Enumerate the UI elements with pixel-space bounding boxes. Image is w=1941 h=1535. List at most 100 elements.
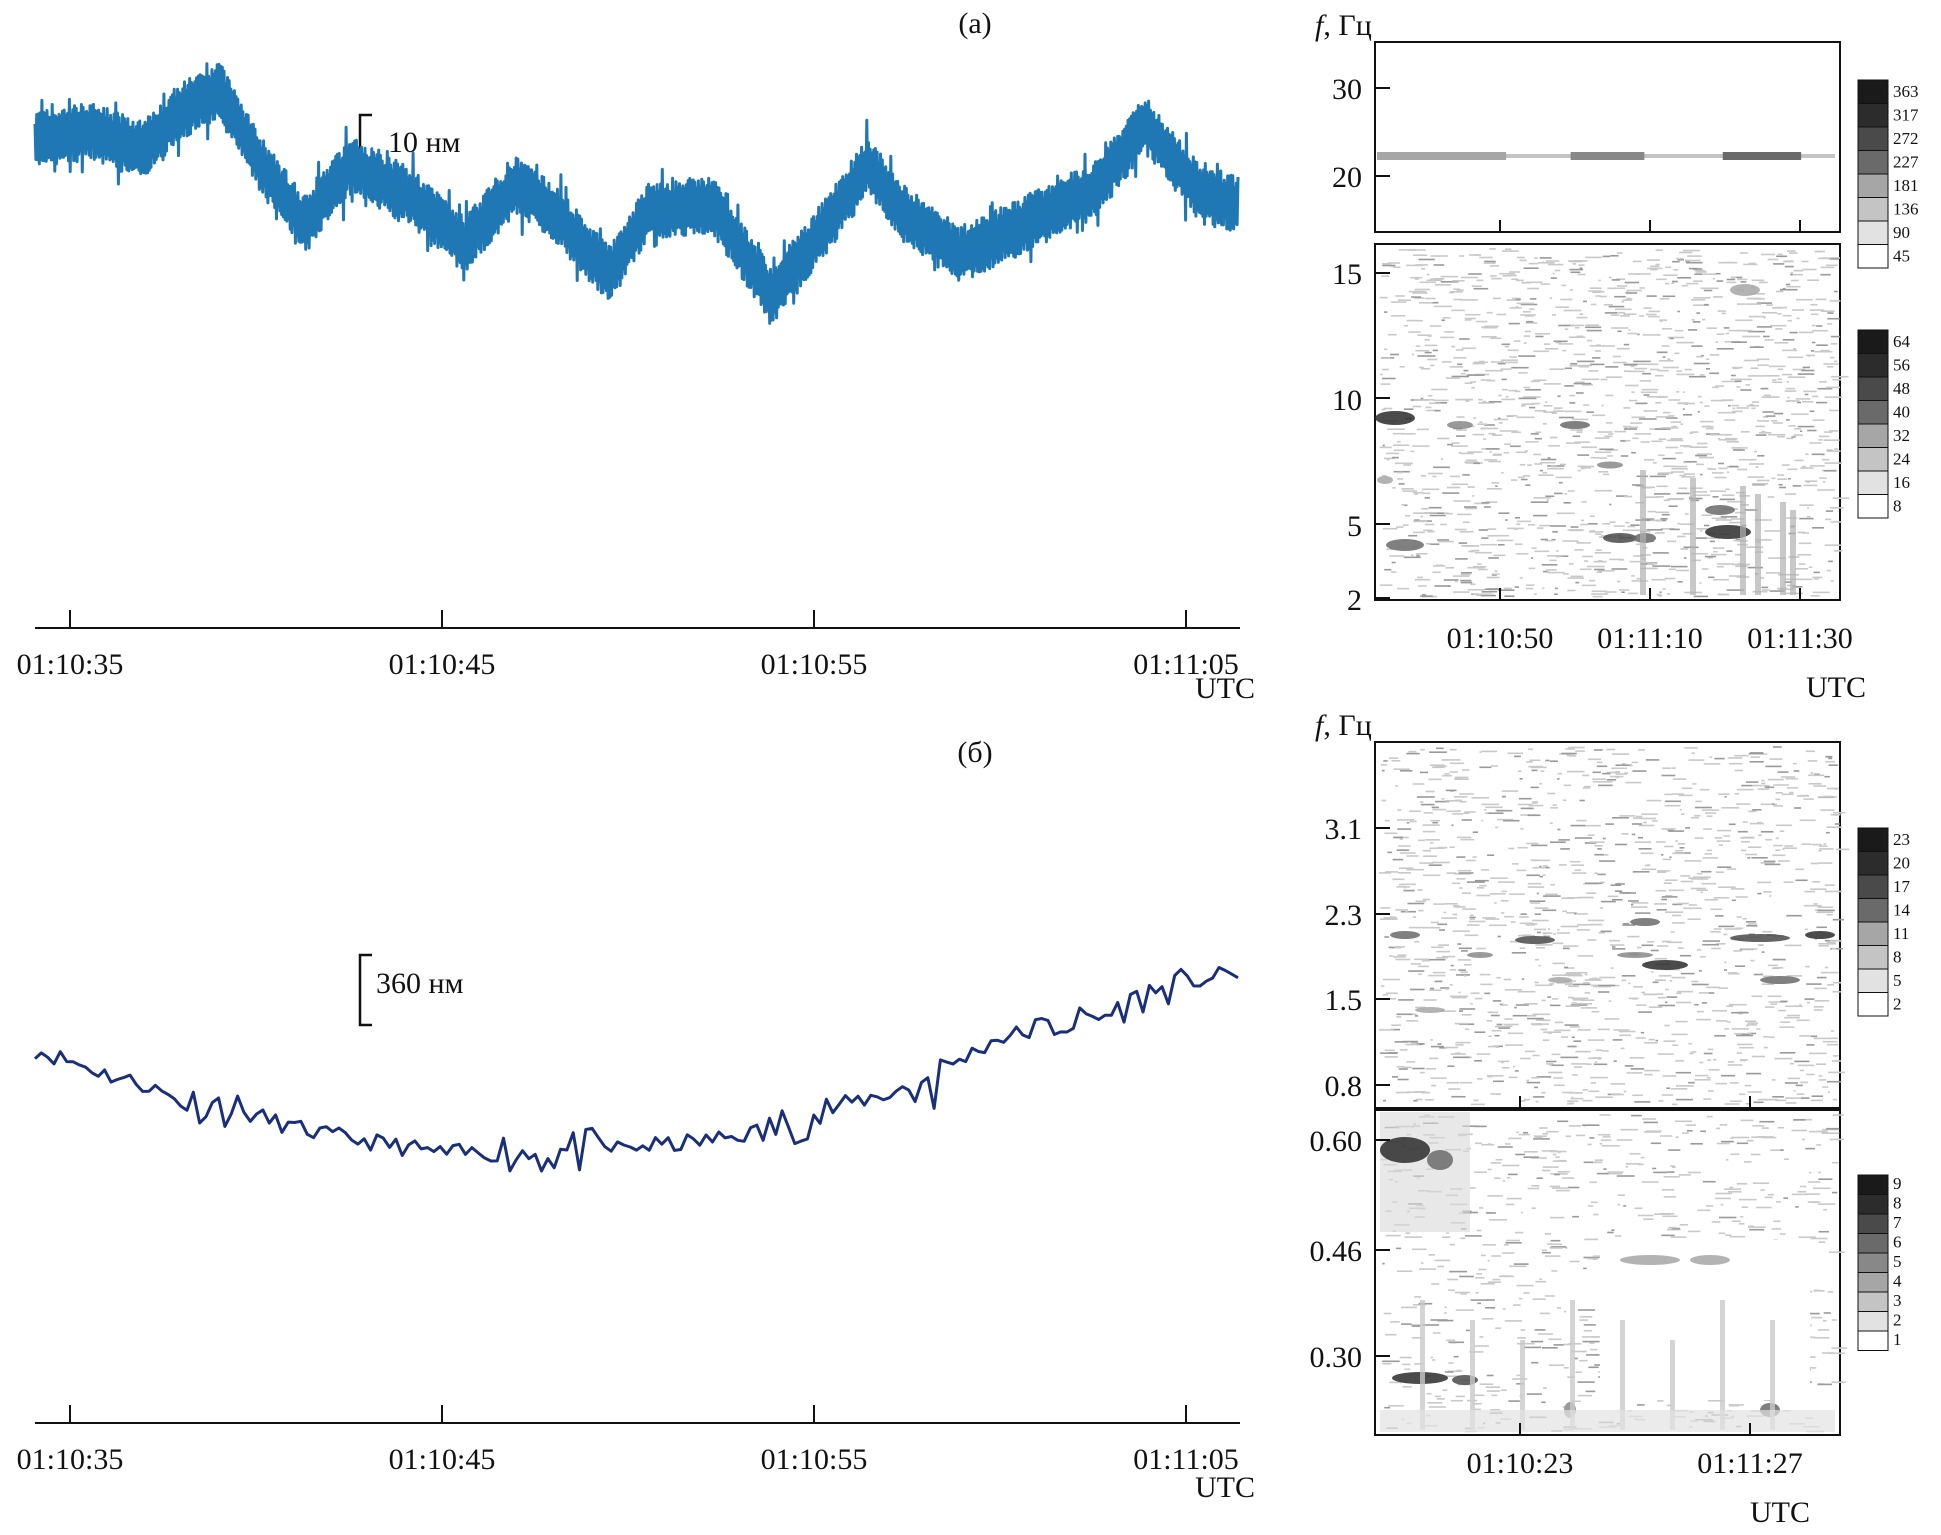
- spec-b-upper-speckle: [1531, 923, 1538, 925]
- spec-a-lower-speckle: [1531, 557, 1534, 559]
- spec-a-lower-speckle: [1655, 428, 1671, 430]
- spec-a-lower-speckle: [1674, 329, 1684, 332]
- spec-b-lower-speckle: [1486, 1374, 1494, 1377]
- spec-b-lower-speckle: [1813, 1289, 1821, 1292]
- spec-a-lower-speckle: [1694, 269, 1706, 272]
- spec-b-lower-speckle: [1448, 1341, 1465, 1344]
- spec-b-upper-speckle: [1422, 830, 1436, 833]
- spec-a-lower-speckle: [1656, 278, 1667, 281]
- spec-b-upper-speckle: [1534, 907, 1549, 909]
- spec-b-lower-speckle: [1728, 1404, 1740, 1407]
- spec-b-lower-hotspot: [1620, 1255, 1680, 1265]
- spec-b-upper-speckle: [1714, 1035, 1726, 1037]
- spec-a-lower-speckle: [1737, 278, 1748, 281]
- spec-b-upper-speckle: [1406, 1091, 1424, 1093]
- spec-b-upper-speckle: [1417, 889, 1423, 891]
- spec-a-lower-speckle: [1485, 369, 1503, 372]
- spec-a-lower-speckle: [1709, 540, 1715, 543]
- spec-b-upper-speckle: [1799, 819, 1816, 822]
- panel-label-b: (б): [957, 736, 992, 769]
- spec-a-lower-column: [1690, 478, 1696, 595]
- spec-a-lower-speckle: [1662, 457, 1676, 460]
- spec-b-upper-speckle: [1431, 806, 1439, 809]
- spec-a-lower-speckle: [1473, 287, 1489, 290]
- spec-a-lower-speckle: [1749, 463, 1765, 465]
- spec-b-upper-speckle: [1742, 821, 1748, 823]
- spec-b-upper-speckle: [1455, 776, 1463, 779]
- spec-b-upper-speckle: [1396, 886, 1411, 888]
- spec-a-lower-speckle: [1765, 572, 1781, 574]
- spec-b-upper-speckle: [1526, 842, 1539, 845]
- spec-b-lower-speckle: [1506, 1239, 1520, 1242]
- spec-a-lower-speckle: [1684, 513, 1689, 515]
- spec-b-upper-speckle: [1452, 882, 1461, 885]
- spec-a-lower-speckle: [1592, 357, 1601, 359]
- spec-a-lower-speckle: [1659, 298, 1670, 300]
- spec-a-lower-speckle: [1552, 314, 1556, 316]
- spec-a-lower-speckle: [1580, 364, 1593, 367]
- spec-b-upper-speckle: [1681, 813, 1685, 815]
- y-tick-label-sb-up-1: 2.3: [1325, 899, 1363, 932]
- spec-b-upper-speckle: [1761, 779, 1765, 782]
- spec-a-lower-speckle: [1433, 264, 1445, 266]
- spec-b-upper-speckle: [1816, 926, 1827, 929]
- colorbar-a-upper-swatch: [1857, 220, 1889, 245]
- spec-b-upper-speckle: [1498, 881, 1515, 883]
- spec-a-lower-speckle: [1428, 402, 1441, 405]
- spec-a-lower-speckle: [1701, 318, 1706, 321]
- spec-b-upper-speckle: [1571, 1002, 1577, 1004]
- spec-a-lower-speckle: [1791, 279, 1799, 282]
- colorbar-a-lower-swatch: [1857, 400, 1889, 425]
- spec-b-lower-speckle: [1487, 1281, 1502, 1283]
- spec-b-lower-speckle: [1587, 1143, 1592, 1146]
- spec-b-lower-speckle: [1597, 1133, 1611, 1136]
- spec-b-upper-speckle: [1499, 1003, 1504, 1006]
- spec-b-upper-speckle: [1458, 959, 1471, 961]
- spec-a-lower-speckle: [1447, 443, 1453, 446]
- spec-a-lower-speckle: [1748, 262, 1756, 265]
- spec-b-lower-speckle: [1432, 1332, 1441, 1334]
- spec-b-upper-speckle: [1631, 833, 1636, 836]
- spec-a-lower-speckle: [1655, 511, 1670, 514]
- spec-b-upper-speckle: [1700, 956, 1706, 958]
- spec-a-lower-speckle: [1631, 391, 1635, 393]
- spec-b-upper-speckle: [1658, 1004, 1675, 1007]
- spec-b-lower-speckle: [1578, 1394, 1593, 1397]
- spec-a-lower-speckle: [1488, 432, 1496, 435]
- spec-b-upper-speckle: [1775, 798, 1781, 801]
- spec-b-upper-speckle: [1656, 909, 1667, 911]
- colorbar-b-lower-swatch: [1857, 1311, 1889, 1332]
- spec-b-upper-speckle: [1818, 945, 1829, 947]
- spec-b-upper-speckle: [1430, 1077, 1447, 1079]
- spec-a-lower-speckle: [1786, 285, 1801, 288]
- spec-b-upper-speckle: [1631, 906, 1648, 908]
- y-tick-label-sa-lo-2: 5: [1347, 510, 1362, 543]
- spec-a-lower-speckle: [1455, 349, 1464, 351]
- spec-b-lower-floor: [1380, 1410, 1835, 1432]
- spec-b-lower-speckle: [1595, 1159, 1603, 1161]
- spec-b-upper-speckle: [1452, 905, 1460, 907]
- spec-b-upper-speckle: [1412, 783, 1425, 785]
- spec-b-lower-speckle: [1589, 1181, 1597, 1184]
- spec-a-lower-speckle: [1440, 281, 1459, 283]
- spec-b-lower-speckle: [1675, 1136, 1679, 1138]
- spec-b-upper-speckle: [1752, 784, 1762, 787]
- spec-b-lower-speckle: [1822, 1128, 1839, 1131]
- spec-b-upper-speckle: [1387, 851, 1392, 854]
- spec-a-lower-speckle: [1529, 406, 1536, 409]
- spec-b-upper-speckle: [1706, 849, 1713, 852]
- spec-a-lower-speckle: [1477, 423, 1488, 425]
- spec-a-lower-speckle: [1617, 330, 1622, 333]
- spec-b-upper-speckle: [1699, 788, 1710, 791]
- spec-b-upper-speckle: [1562, 910, 1567, 913]
- spec-b-lower-speckle: [1444, 1371, 1454, 1373]
- spec-b-lower-speckle: [1671, 1227, 1680, 1230]
- spec-b-upper-speckle: [1824, 966, 1829, 969]
- spec-a-lower-speckle: [1776, 255, 1788, 258]
- spec-a-lower-speckle: [1428, 506, 1442, 509]
- spec-a-lower-speckle: [1691, 552, 1708, 555]
- spec-b-upper-speckle: [1817, 909, 1835, 912]
- spec-a-lower-speckle: [1590, 303, 1597, 306]
- spec-b-lower-speckle: [1477, 1302, 1481, 1305]
- spec-a-lower-speckle: [1726, 441, 1739, 443]
